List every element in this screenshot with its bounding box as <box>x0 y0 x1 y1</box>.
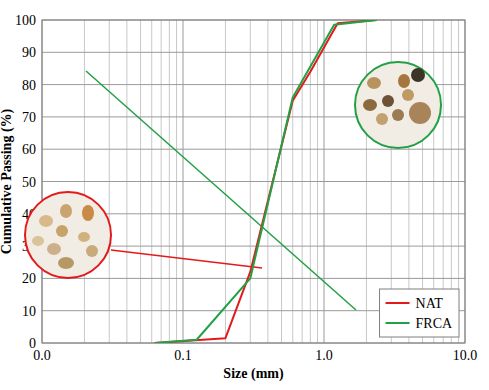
grain <box>60 204 72 218</box>
grain <box>82 205 94 221</box>
legend-label: FRCA <box>416 316 453 331</box>
series-line <box>155 20 377 343</box>
grain <box>367 77 381 89</box>
x-tick-label: 1.0 <box>315 348 333 363</box>
y-tick-label: 20 <box>22 271 36 286</box>
inset-leader <box>86 71 356 310</box>
chart: 0.00.11.010.00102030405060708090100Size … <box>0 0 489 390</box>
y-tick-label: 50 <box>22 175 36 190</box>
grain <box>411 68 425 82</box>
grain <box>47 243 61 255</box>
y-tick-label: 10 <box>22 304 36 319</box>
grain <box>39 215 53 227</box>
y-tick-label: 0 <box>29 336 36 351</box>
grid <box>42 20 465 343</box>
y-tick-label: 70 <box>22 110 36 125</box>
grain <box>402 89 414 101</box>
photo-inset <box>86 62 441 310</box>
grain <box>86 245 98 257</box>
inset-circle <box>25 192 111 278</box>
grain <box>376 113 388 125</box>
legend-box <box>380 289 459 337</box>
y-tick-label: 90 <box>22 45 36 60</box>
y-grid-line <box>42 52 465 53</box>
grain <box>32 236 44 246</box>
plot-frame <box>42 20 465 343</box>
grain <box>398 74 410 88</box>
inset-circle <box>355 62 441 148</box>
grain <box>409 102 431 124</box>
legend-swatch <box>386 322 410 324</box>
legend-label: NAT <box>416 296 444 311</box>
photo-inset <box>25 192 262 278</box>
y-grid-line <box>42 278 465 279</box>
y-tick-label: 60 <box>22 142 36 157</box>
y-grid-line <box>42 181 465 182</box>
inset-leader <box>111 250 262 268</box>
data-lines <box>155 20 377 343</box>
x-axis-title: Size (mm) <box>223 366 284 382</box>
y-tick-label: 100 <box>15 13 36 28</box>
grain <box>56 225 68 237</box>
legend: NAT FRCA <box>380 289 459 337</box>
x-tick-label: 10.0 <box>453 348 478 363</box>
tick-labels: 0.00.11.010.00102030405060708090100 <box>15 13 477 363</box>
grain <box>382 95 394 107</box>
grain <box>58 257 74 269</box>
series-line <box>155 20 377 343</box>
x-tick-label: 0.1 <box>174 348 192 363</box>
legend-swatch <box>386 302 410 304</box>
y-axis-title: Cumulative Passing (%) <box>0 108 15 254</box>
grain <box>392 109 404 121</box>
grain <box>78 232 90 242</box>
grain <box>363 99 377 111</box>
y-tick-label: 80 <box>22 78 36 93</box>
